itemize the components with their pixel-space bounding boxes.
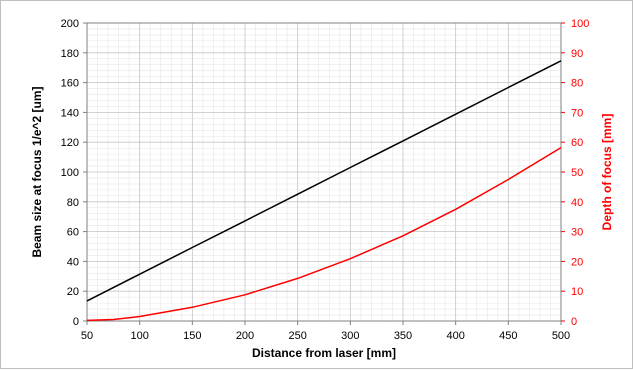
right-tick-label: 0 bbox=[571, 316, 577, 328]
right-tick-label: 20 bbox=[571, 256, 583, 268]
right-tick-label: 50 bbox=[571, 167, 583, 179]
x-axis-title: Distance from laser [mm] bbox=[252, 346, 396, 360]
left-tick-label: 0 bbox=[73, 316, 79, 328]
x-axis-ticks: 50 100 150 200 250 300 350 400 450 500 bbox=[81, 321, 570, 342]
right-tick-label: 40 bbox=[571, 197, 583, 209]
left-tick-label: 20 bbox=[67, 286, 79, 298]
left-tick-label: 160 bbox=[61, 78, 79, 90]
x-tick-label: 200 bbox=[236, 330, 254, 342]
left-tick-label: 120 bbox=[61, 137, 79, 149]
right-tick-label: 80 bbox=[571, 78, 583, 90]
x-tick-label: 400 bbox=[446, 330, 464, 342]
left-tick-label: 40 bbox=[67, 256, 79, 268]
left-tick-label: 80 bbox=[67, 197, 79, 209]
left-tick-label: 140 bbox=[61, 107, 79, 119]
right-tick-label: 10 bbox=[571, 286, 583, 298]
right-y-axis-title: Depth of focus [mm] bbox=[600, 114, 614, 231]
major-grid bbox=[86, 22, 562, 322]
left-axis-ticks: 0 20 40 60 80 100 120 140 160 180 200 bbox=[61, 18, 87, 328]
x-tick-label: 100 bbox=[130, 330, 148, 342]
beam-size-line bbox=[86, 60, 562, 302]
series-layer bbox=[86, 60, 562, 322]
left-tick-label: 200 bbox=[61, 18, 79, 30]
x-tick-label: 300 bbox=[341, 330, 359, 342]
right-tick-label: 30 bbox=[571, 227, 583, 239]
left-tick-label: 180 bbox=[61, 48, 79, 60]
x-tick-label: 450 bbox=[499, 330, 517, 342]
left-tick-label: 60 bbox=[67, 227, 79, 239]
right-axis-ticks: 0 10 20 30 40 50 60 70 80 90 100 bbox=[561, 18, 589, 328]
left-tick-label: 100 bbox=[61, 167, 79, 179]
x-tick-label: 250 bbox=[288, 330, 306, 342]
right-tick-label: 70 bbox=[571, 107, 583, 119]
right-tick-label: 60 bbox=[571, 137, 583, 149]
x-tick-label: 50 bbox=[81, 330, 93, 342]
left-y-axis-title: Beam size at focus 1/e^2 [um] bbox=[30, 86, 44, 257]
right-tick-label: 100 bbox=[571, 18, 589, 30]
depth-of-focus-line bbox=[86, 146, 562, 322]
x-tick-label: 500 bbox=[552, 330, 570, 342]
x-tick-label: 150 bbox=[183, 330, 201, 342]
right-tick-label: 90 bbox=[571, 48, 583, 60]
x-tick-label: 350 bbox=[394, 330, 412, 342]
